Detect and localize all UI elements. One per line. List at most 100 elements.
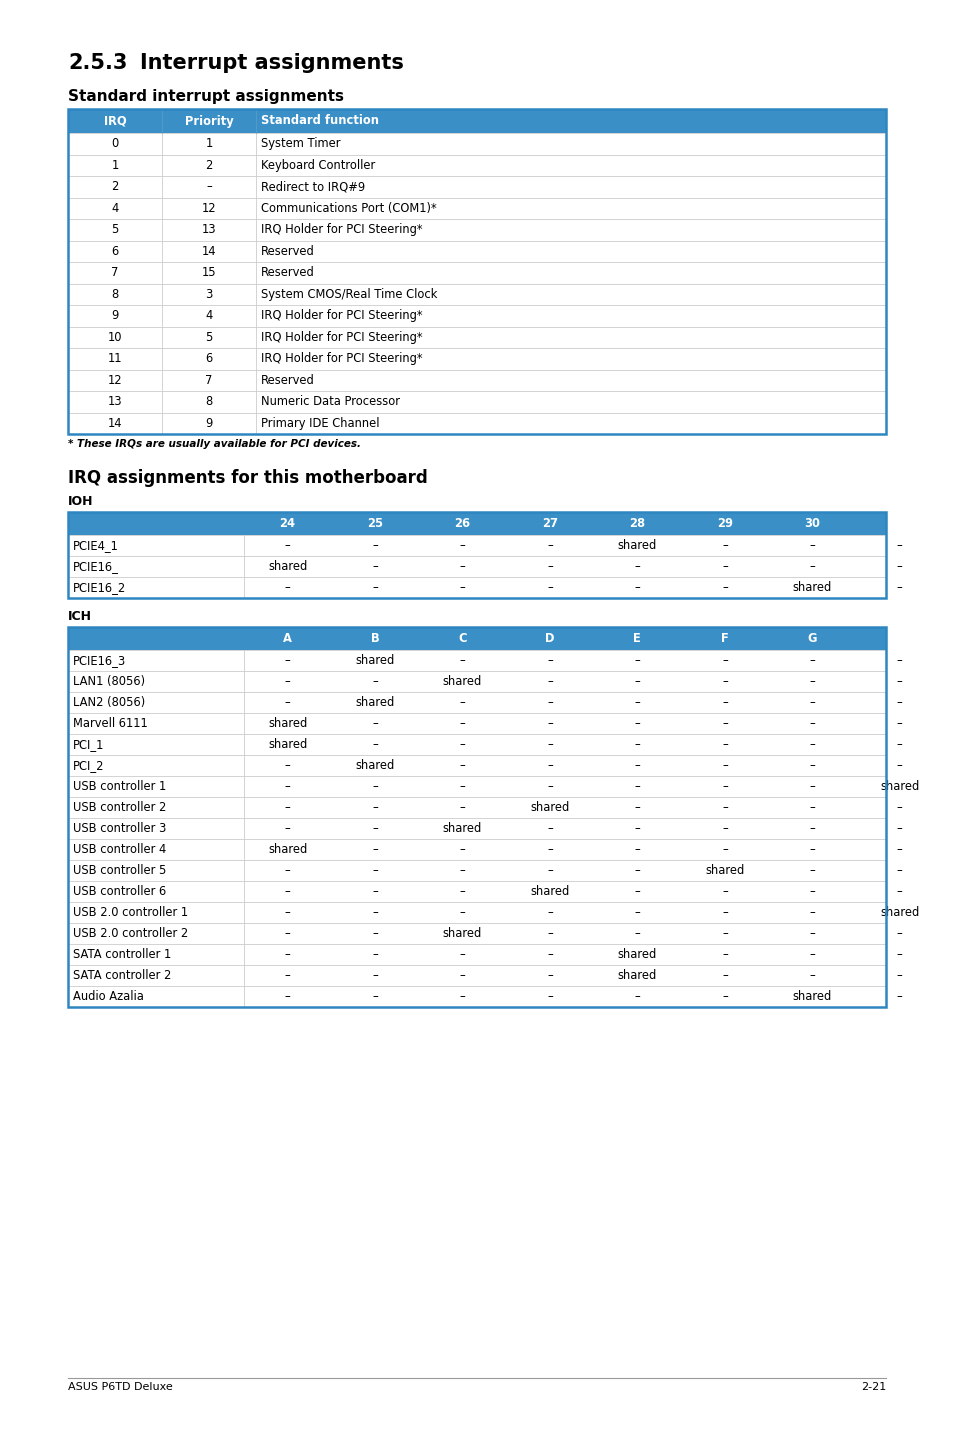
Text: 5: 5 [112, 223, 118, 236]
Text: 0: 0 [112, 137, 118, 150]
Text: –: – [896, 928, 902, 940]
Text: IRQ Holder for PCI Steering*: IRQ Holder for PCI Steering* [261, 331, 422, 344]
Text: –: – [721, 989, 727, 1002]
Text: –: – [284, 779, 290, 792]
Text: SATA controller 2: SATA controller 2 [73, 969, 172, 982]
Text: –: – [634, 779, 639, 792]
Text: 14: 14 [108, 417, 122, 430]
Text: –: – [721, 759, 727, 772]
Text: –: – [634, 759, 639, 772]
Text: shared: shared [618, 539, 657, 552]
Text: 29: 29 [716, 518, 732, 531]
Text: USB controller 1: USB controller 1 [73, 779, 166, 792]
Text: –: – [546, 948, 552, 961]
Text: –: – [459, 738, 465, 751]
Text: Reserved: Reserved [261, 374, 314, 387]
Text: USB controller 6: USB controller 6 [73, 884, 166, 897]
Text: –: – [546, 674, 552, 687]
Text: –: – [634, 696, 639, 709]
Text: –: – [459, 801, 465, 814]
Text: USB controller 4: USB controller 4 [73, 843, 166, 856]
Text: –: – [546, 906, 552, 919]
Text: –: – [721, 884, 727, 897]
Text: 15: 15 [202, 266, 216, 279]
Text: –: – [808, 906, 814, 919]
Text: shared: shared [268, 843, 307, 856]
Text: IOH: IOH [68, 495, 93, 508]
Text: –: – [808, 884, 814, 897]
Text: –: – [372, 989, 377, 1002]
Text: –: – [459, 906, 465, 919]
Text: shared: shared [442, 823, 481, 835]
Text: –: – [372, 581, 377, 594]
Text: –: – [459, 759, 465, 772]
Text: –: – [372, 928, 377, 940]
Text: –: – [459, 884, 465, 897]
Text: –: – [634, 906, 639, 919]
Text: –: – [284, 884, 290, 897]
Text: –: – [459, 948, 465, 961]
Text: 1: 1 [205, 137, 213, 150]
Text: ICH: ICH [68, 610, 91, 623]
Text: 26: 26 [454, 518, 470, 531]
Text: 24: 24 [279, 518, 295, 531]
Text: –: – [896, 801, 902, 814]
Text: shared: shared [704, 864, 743, 877]
Text: –: – [808, 718, 814, 731]
Text: –: – [459, 654, 465, 667]
Text: D: D [544, 631, 554, 646]
Text: 8: 8 [112, 288, 118, 301]
Text: 6: 6 [112, 244, 118, 257]
Text: 9: 9 [112, 309, 118, 322]
Text: –: – [284, 948, 290, 961]
Text: Standard interrupt assignments: Standard interrupt assignments [68, 89, 344, 104]
Text: –: – [808, 654, 814, 667]
Text: A: A [283, 631, 292, 646]
Text: –: – [546, 559, 552, 572]
Text: –: – [284, 696, 290, 709]
Text: shared: shared [530, 884, 569, 897]
Text: Priority: Priority [185, 115, 233, 128]
Bar [68, 512, 885, 598]
Text: shared: shared [355, 654, 395, 667]
Text: System Timer: System Timer [261, 137, 340, 150]
Text: –: – [459, 696, 465, 709]
Text: –: – [459, 779, 465, 792]
Text: –: – [808, 539, 814, 552]
Text: –: – [284, 674, 290, 687]
Text: 13: 13 [108, 395, 122, 408]
Text: 27: 27 [541, 518, 558, 531]
Text: E: E [633, 631, 640, 646]
Text: –: – [808, 559, 814, 572]
Text: IRQ Holder for PCI Steering*: IRQ Holder for PCI Steering* [261, 223, 422, 236]
Text: H: H [894, 631, 903, 646]
Text: –: – [459, 581, 465, 594]
Text: –: – [721, 843, 727, 856]
Text: –: – [546, 759, 552, 772]
Text: –: – [284, 989, 290, 1002]
Text: –: – [546, 823, 552, 835]
Text: shared: shared [792, 989, 831, 1002]
Text: Redirect to IRQ#9: Redirect to IRQ#9 [261, 180, 365, 193]
Text: –: – [372, 843, 377, 856]
Bar [68, 109, 885, 434]
Text: –: – [546, 928, 552, 940]
Text: –: – [808, 948, 814, 961]
Text: 6: 6 [205, 352, 213, 365]
Text: –: – [284, 581, 290, 594]
Text: –: – [459, 539, 465, 552]
Text: –: – [721, 559, 727, 572]
Text: 8: 8 [205, 395, 213, 408]
Text: –: – [896, 884, 902, 897]
Text: 2-21: 2-21 [860, 1382, 885, 1392]
Text: –: – [896, 948, 902, 961]
Text: –: – [284, 864, 290, 877]
Text: –: – [546, 718, 552, 731]
Text: 9: 9 [205, 417, 213, 430]
Text: –: – [808, 843, 814, 856]
Text: shared: shared [618, 969, 657, 982]
Text: 7: 7 [205, 374, 213, 387]
Text: –: – [634, 801, 639, 814]
Text: Audio Azalia: Audio Azalia [73, 989, 144, 1002]
Bar [68, 627, 885, 650]
